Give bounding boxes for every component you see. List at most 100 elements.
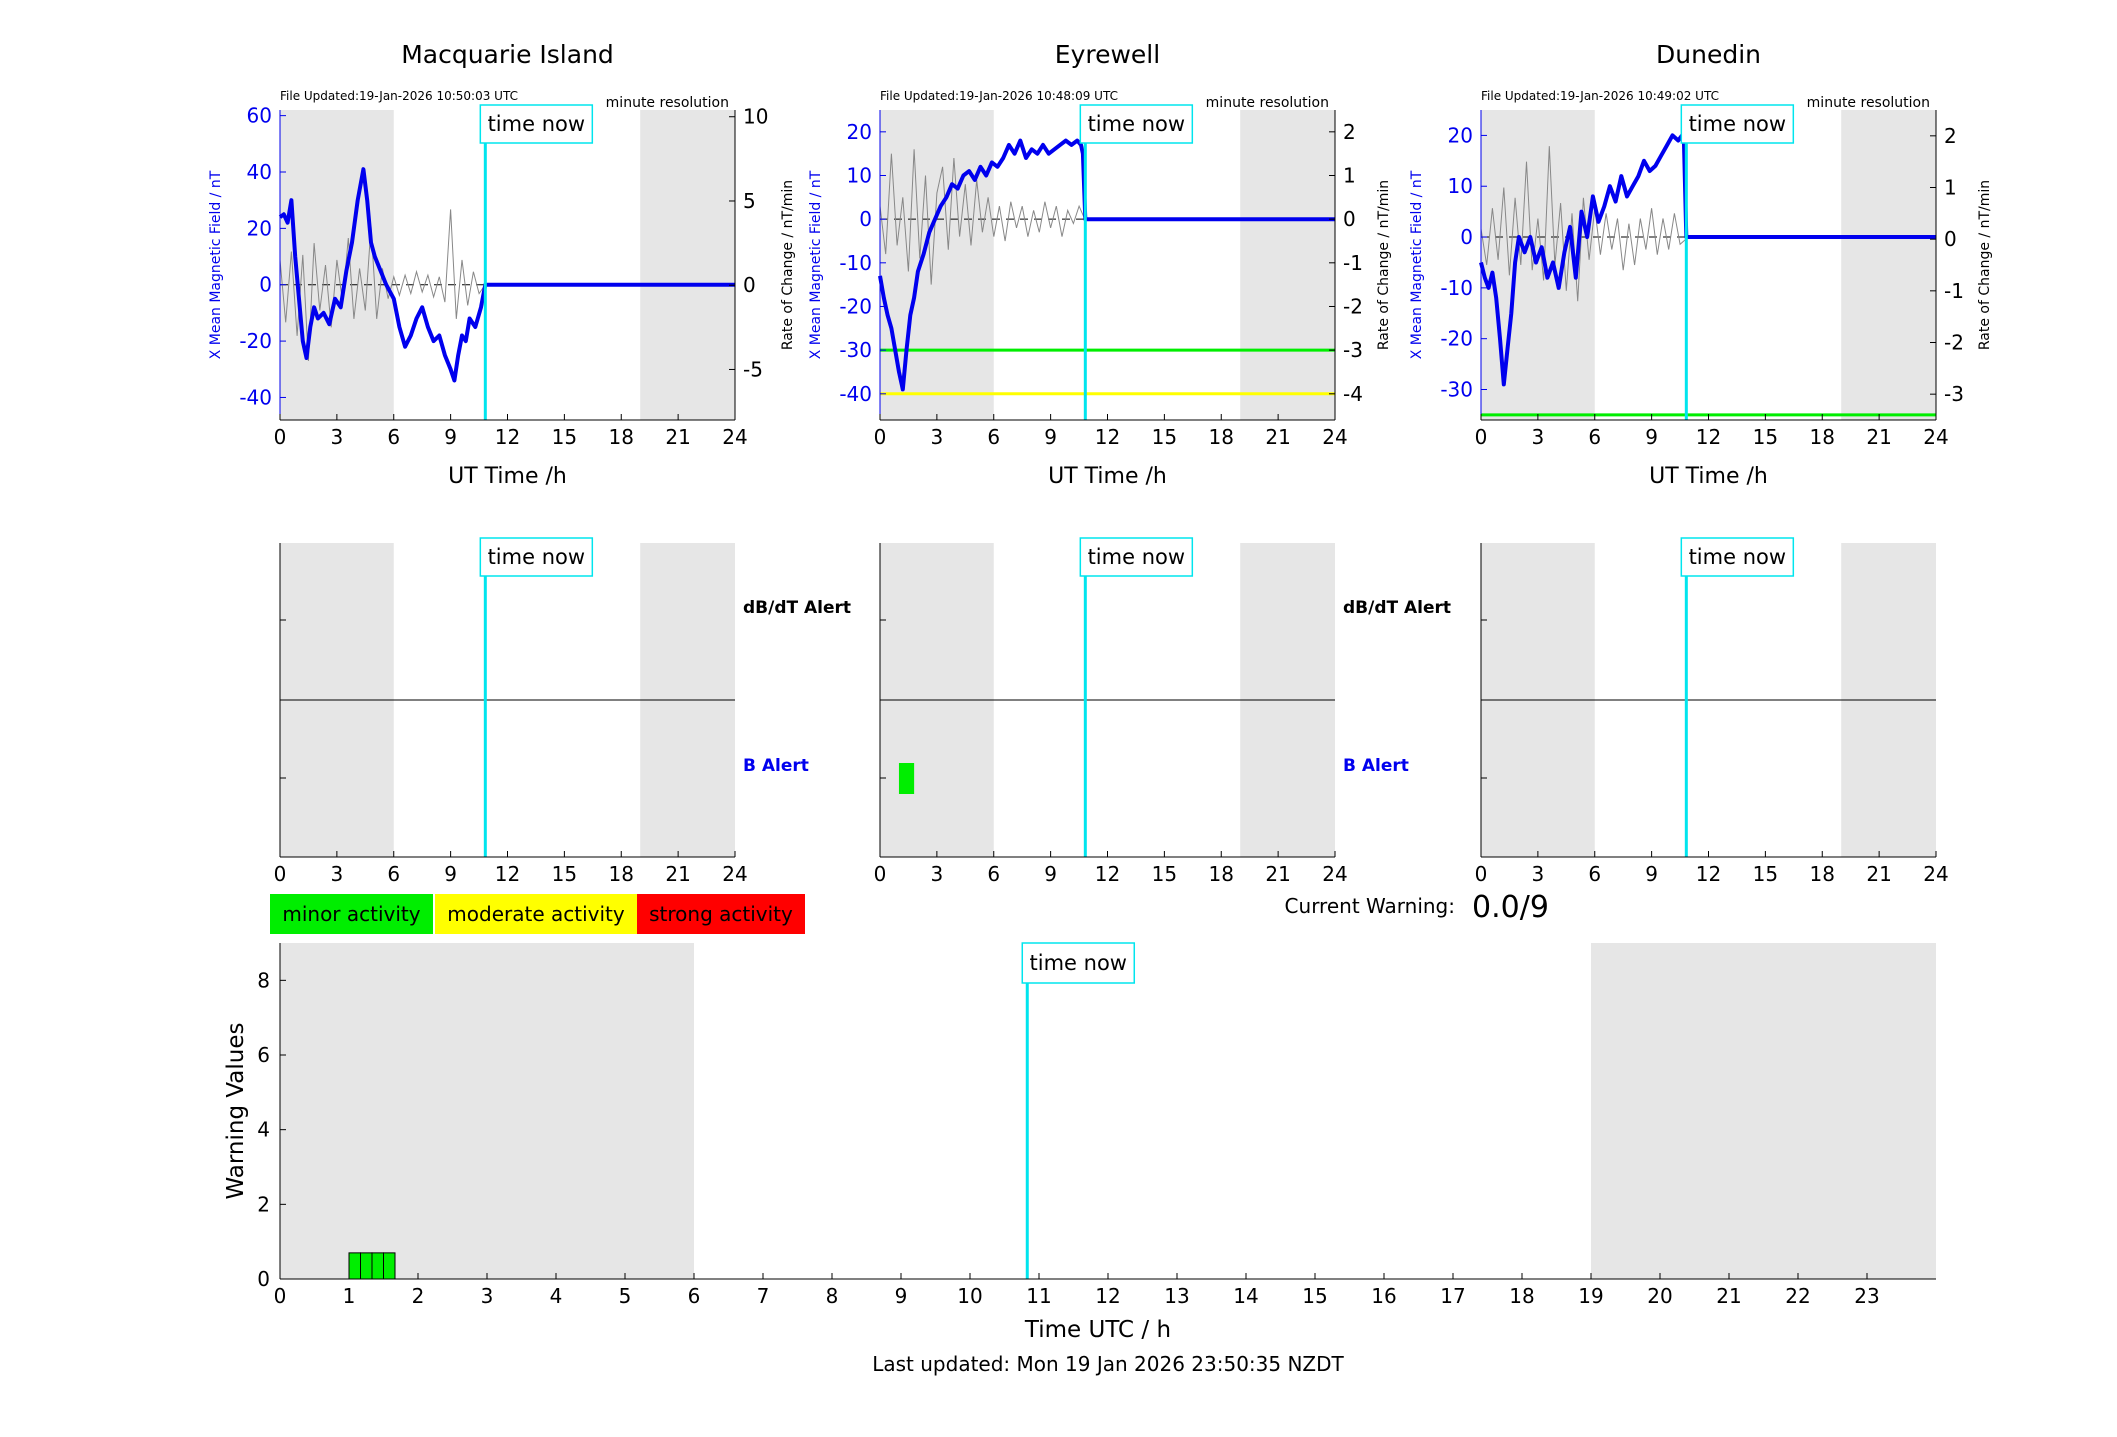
- legend-label: strong activity: [649, 902, 793, 926]
- night-shading: [280, 943, 694, 1279]
- y-tick-label: 6: [257, 1043, 270, 1067]
- station-alert-panels: time now 0 3 6 9 12 15 18 21 24 dB/dT Alert B Alert…: [274, 537, 1949, 886]
- x-tick-label: 21: [665, 862, 690, 886]
- y-left-tick-label: -10: [1440, 276, 1473, 300]
- y-left-tick-label: -20: [839, 294, 872, 318]
- time-now-box: [479, 104, 594, 144]
- x-tick-label: 3: [481, 1284, 494, 1308]
- file-updated-text: File Updated:19-Jan-2026 10:49:02 UTC: [1481, 89, 1719, 103]
- x-tick-label: 8: [826, 1284, 839, 1308]
- y-right-tick-label: 0: [1944, 227, 1957, 251]
- y-right-tick-label: -5: [743, 357, 763, 381]
- x-tick-label: 18: [609, 862, 634, 886]
- x-tick-label: 9: [444, 862, 457, 886]
- alert-panel-2: time now 0 3 6 9 12 15 18 21 24: [1475, 537, 1949, 886]
- y-right-tick-label: -2: [1343, 294, 1363, 318]
- time-now-marker: time now: [1680, 537, 1795, 577]
- y-left-tick-label: -40: [239, 385, 272, 409]
- legend-label: moderate activity: [447, 902, 625, 926]
- y-left-tick-label: 20: [247, 216, 272, 240]
- y-right-tick-label: 1: [1944, 176, 1957, 200]
- x-tick-label: 6: [387, 425, 400, 449]
- x-tick-label: 15: [1302, 1284, 1327, 1308]
- b-alert-label: B Alert: [743, 756, 809, 776]
- x-tick-label: 12: [1095, 862, 1120, 886]
- x-tick-label: 15: [1152, 425, 1177, 449]
- y-left-tick-label: 20: [1448, 123, 1473, 147]
- y-left-tick-label: -40: [839, 382, 872, 406]
- y-left-tick-label: 10: [1448, 174, 1473, 198]
- x-tick-label: 14: [1233, 1284, 1258, 1308]
- x-tick-label: 18: [1209, 862, 1234, 886]
- y-tick-label: 4: [257, 1118, 270, 1142]
- y-left-tick-label: 0: [259, 273, 272, 297]
- x-axis-label: UT Time /h: [1048, 464, 1167, 489]
- y-right-tick-label: -4: [1343, 382, 1363, 406]
- y-left-tick-label: 60: [247, 104, 272, 128]
- y-tick-label: 8: [257, 968, 270, 992]
- x-tick-label: 18: [1509, 1284, 1534, 1308]
- y-right-tick-label: 5: [743, 189, 756, 213]
- night-shading: [1841, 110, 1936, 420]
- x-tick-label: 0: [274, 1284, 287, 1308]
- y-left-tick-label: 40: [247, 160, 272, 184]
- night-shading: [640, 110, 735, 420]
- y-right-tick-label: -1: [1944, 279, 1964, 303]
- warning-bar: [348, 1252, 362, 1280]
- y-tick-label: 0: [257, 1267, 270, 1291]
- station-title: Macquarie Island: [401, 40, 614, 69]
- x-tick-label: 12: [1696, 425, 1721, 449]
- x-tick-label: 12: [495, 862, 520, 886]
- x-tick-label: 6: [987, 862, 1000, 886]
- b-alert-label: B Alert: [1343, 756, 1409, 776]
- x-tick-label: 21: [1265, 862, 1290, 886]
- time-now-marker: time now: [1021, 942, 1136, 984]
- file-updated-text: File Updated:19-Jan-2026 10:50:03 UTC: [280, 89, 518, 103]
- x-tick-label: 18: [1209, 425, 1234, 449]
- x-tick-label: 15: [1753, 425, 1778, 449]
- x-tick-label: 16: [1371, 1284, 1396, 1308]
- warning-bar: [360, 1252, 373, 1280]
- y-right-axis-label: Rate of Change / nT/min: [780, 180, 796, 350]
- legend-swatch: [435, 894, 637, 934]
- alert-panel-0: time now 0 3 6 9 12 15 18 21 24 dB/dT Alert B Alert: [274, 537, 851, 886]
- y-left-axis-label: X Mean Magnetic Field / nT: [208, 170, 224, 359]
- time-now-box: [1079, 104, 1194, 144]
- y-right-tick-label: -1: [1343, 251, 1363, 275]
- y-left-tick-label: -20: [1440, 327, 1473, 351]
- station-panel-0: Macquarie Island File Updated:19-Jan-2026…: [208, 40, 796, 489]
- x-tick-label: 24: [722, 862, 747, 886]
- x-axis-label: Time UTC / h: [1024, 1317, 1171, 1343]
- time-now-marker: time now: [479, 537, 594, 577]
- x-tick-label: 23: [1854, 1284, 1879, 1308]
- time-now-label: time now: [1030, 951, 1127, 975]
- x-tick-label: 21: [1265, 425, 1290, 449]
- resolution-text: minute resolution: [606, 95, 729, 111]
- x-tick-label: 21: [665, 425, 690, 449]
- x-tick-label: 3: [931, 862, 944, 886]
- x-tick-label: 2: [412, 1284, 425, 1308]
- time-now-label: time now: [488, 112, 585, 136]
- x-tick-label: 17: [1440, 1284, 1465, 1308]
- time-now-label: time now: [1088, 545, 1185, 569]
- x-tick-label: 0: [274, 425, 287, 449]
- dbdt-alert-label: dB/dT Alert: [743, 598, 851, 618]
- x-tick-label: 3: [1532, 862, 1545, 886]
- y-right-axis-label: Rate of Change / nT/min: [1977, 180, 1993, 350]
- x-tick-label: 21: [1866, 425, 1891, 449]
- time-now-label: time now: [1088, 112, 1185, 136]
- x-tick-label: 19: [1578, 1284, 1603, 1308]
- time-now-label: time now: [1689, 112, 1786, 136]
- resolution-text: minute resolution: [1206, 95, 1329, 111]
- x-tick-label: 11: [1026, 1284, 1051, 1308]
- y-axis-label: Warning Values: [223, 1022, 249, 1199]
- station-panel-2: Dunedin File Updated:19-Jan-2026 10:49:02…: [1409, 40, 1993, 489]
- night-shading: [1240, 110, 1335, 420]
- x-tick-label: 9: [444, 425, 457, 449]
- x-tick-label: 3: [331, 862, 344, 886]
- current-warning-label: Current Warning:: [1285, 894, 1455, 918]
- y-right-tick-label: 10: [743, 105, 768, 129]
- y-left-tick-label: -30: [839, 338, 872, 362]
